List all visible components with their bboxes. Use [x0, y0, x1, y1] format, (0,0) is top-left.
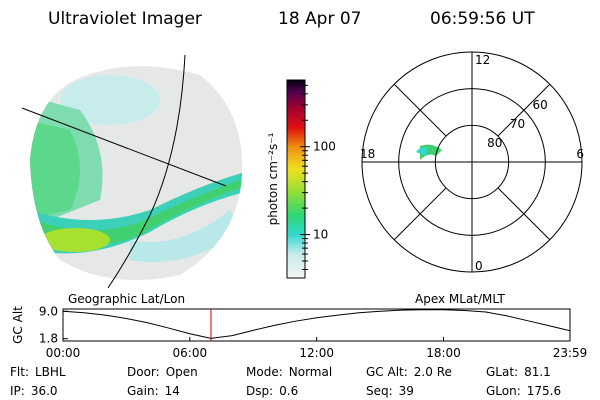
lat-label: 60 — [533, 98, 548, 112]
lat-ring — [434, 124, 510, 200]
status-value: 0.6 — [279, 384, 298, 398]
date: 18 Apr 07 — [278, 9, 361, 29]
mlt-label: 0 — [475, 259, 483, 273]
status-item: Door: Open — [127, 365, 198, 379]
lat-label: 70 — [510, 117, 525, 131]
altitude-chart: 9.0 1.800:00 06:00 12:00 18:00 23:59 — [39, 304, 587, 360]
colorbar-frame — [286, 79, 306, 279]
status-item: Flt: LBHL — [10, 365, 66, 379]
time: 06:59:56 UT — [430, 9, 535, 29]
x-tick-label: 00:00 — [46, 346, 81, 360]
status-label: Seq: — [366, 384, 393, 398]
y-tick-label: 9.0 — [39, 304, 58, 318]
colorbar-tick-label: 10 — [313, 228, 328, 242]
status-label: IP: — [10, 384, 25, 398]
status-item: GLon: 175.6 — [486, 384, 561, 398]
status-bar: Flt: LBHL Door: Open Mode: Normal GC Alt: 2.0 R… — [10, 365, 561, 398]
uv-image — [21, 54, 243, 289]
status-value: 2.0 Re — [414, 365, 452, 379]
mlt-label: 6 — [576, 147, 584, 161]
status-value: 175.6 — [527, 384, 561, 398]
status-item: GLat: 81.1 — [486, 365, 551, 379]
status-value: Open — [166, 365, 198, 379]
status-value: 36.0 — [31, 384, 58, 398]
status-label: Gain: — [127, 384, 159, 398]
y-tick-label: 1.8 — [39, 332, 58, 346]
colorbar-axis: 10 100 — [286, 79, 336, 279]
image-label: Geographic Lat/Lon — [68, 292, 185, 306]
colorbar — [287, 80, 305, 278]
altitude-ylabel: GC Alt — [11, 306, 25, 344]
status-item: Mode: Normal — [246, 365, 332, 379]
status-value: 14 — [165, 384, 180, 398]
colorbar-tick-label: 100 — [313, 140, 336, 154]
altitude-line — [62, 309, 571, 339]
status-label: Door: — [127, 365, 160, 379]
status-label: GLat: — [486, 365, 518, 379]
status-label: Dsp: — [246, 384, 273, 398]
status-value: 81.1 — [524, 365, 551, 379]
status-item: Dsp: 0.6 — [246, 384, 298, 398]
status-label: Flt: — [10, 365, 29, 379]
mlt-label: 12 — [475, 53, 490, 67]
mlt-label: 18 — [360, 147, 375, 161]
status-value: LBHL — [35, 365, 66, 379]
status-item: Seq: 39 — [366, 384, 414, 398]
lat-ring — [398, 88, 546, 236]
x-tick-label: 18:00 — [426, 346, 461, 360]
status-item: GC Alt: 2.0 Re — [366, 365, 452, 379]
title: Ultraviolet Imager — [48, 9, 202, 29]
polar-label: Apex MLat/MLT — [415, 292, 505, 306]
status-value: Normal — [289, 365, 332, 379]
x-tick-label: 06:00 — [173, 346, 208, 360]
status-label: Mode: — [246, 365, 283, 379]
status-item: Gain: 14 — [127, 384, 180, 398]
status-value: 39 — [399, 384, 414, 398]
status-label: GC Alt: — [366, 365, 408, 379]
lat-ring — [361, 51, 583, 273]
colorbar-label: photon cm⁻²s⁻¹ — [266, 132, 280, 225]
status-label: GLon: — [486, 384, 521, 398]
status-item: IP: 36.0 — [10, 384, 58, 398]
lat-label: 80 — [487, 136, 502, 150]
x-tick-label: 12:00 — [299, 346, 334, 360]
x-tick-label: 23:59 — [553, 346, 588, 360]
